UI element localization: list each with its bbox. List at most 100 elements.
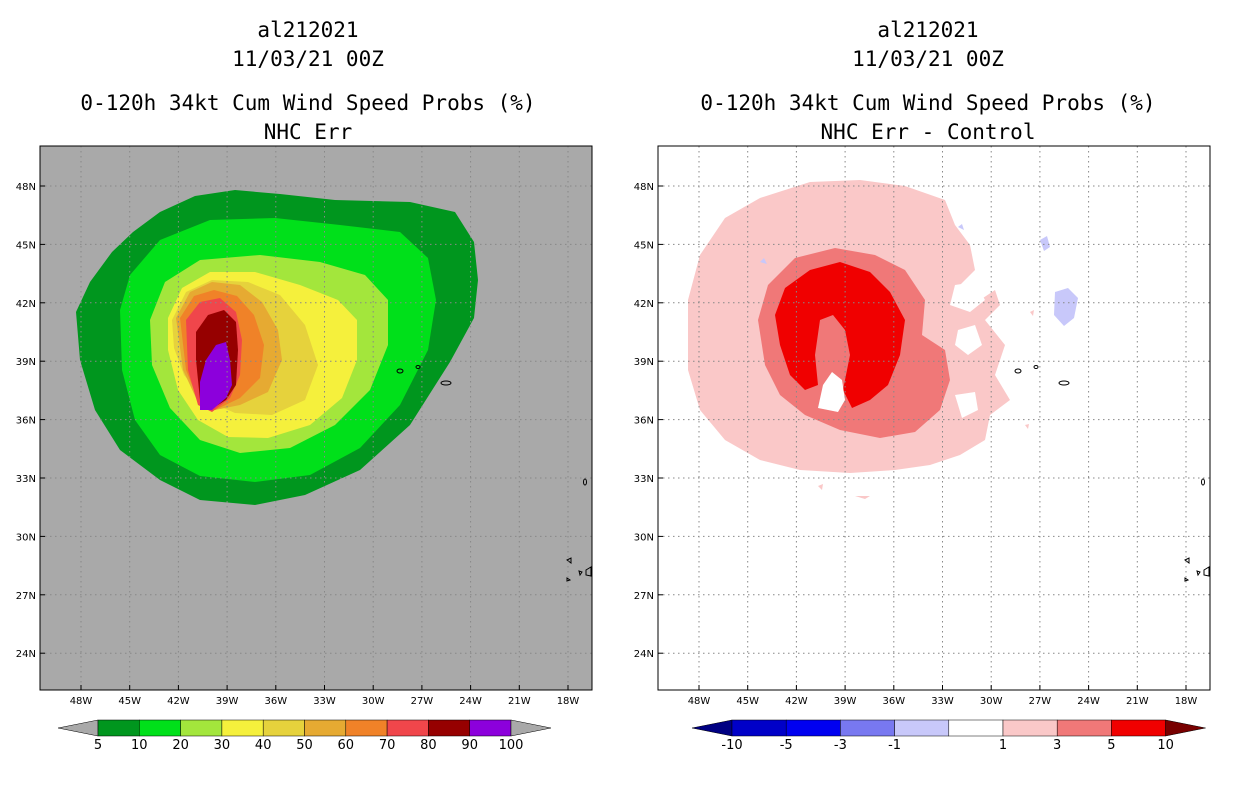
colorbar-segment [304, 719, 347, 737]
colorbar-arrow-low [57, 719, 99, 737]
colorbar-label: 30 [214, 738, 231, 753]
colorbar-segment [180, 719, 223, 737]
colorbar-segment [97, 719, 140, 737]
lon-tick-label: 39W [834, 696, 857, 707]
lat-tick-label: 39N [16, 357, 36, 368]
lat-tick-label: 45N [16, 240, 36, 251]
lon-tick-label: 30W [362, 696, 385, 707]
lat-tick-label: 39N [634, 357, 654, 368]
colorbar-label: 90 [461, 738, 478, 753]
colorbar-label: 60 [338, 738, 355, 753]
lat-tick-label: 42N [16, 299, 36, 310]
lon-tick-label: 36W [264, 696, 287, 707]
lon-tick-label: 24W [459, 696, 482, 707]
left-map: 48W 45W 42W 39W 36W 33W 30W 27W 24W 21W 18W 48N 45N 4… [16, 145, 593, 707]
right-storm-id: al212021 [877, 18, 979, 42]
colorbar-segment [948, 719, 1004, 737]
colorbar-arrow-low [691, 719, 733, 737]
right-map: 48W 45W 42W 39W 36W 33W 30W 27W 24W 21W 18W 48N 45N 4… [634, 145, 1211, 707]
lat-tick-label: 24N [634, 649, 654, 660]
lat-tick-label: 27N [16, 591, 36, 602]
island-outline [1058, 380, 1070, 386]
colorbar-arrow-high [510, 719, 552, 737]
diff-contour-5-to-10 [775, 262, 905, 408]
lon-tick-label: 33W [313, 696, 336, 707]
colorbar-segment [1002, 719, 1058, 737]
right-subtitle: NHC Err - Control [820, 120, 1036, 144]
island-outline [1201, 478, 1205, 486]
colorbar-arrow-high [1165, 719, 1206, 737]
colorbar-segment [840, 719, 895, 737]
colorbar-segment [1111, 719, 1166, 737]
left-datetime: 11/03/21 00Z [232, 47, 384, 71]
lon-tick-label: 30W [980, 696, 1003, 707]
lon-tick-label: 36W [882, 696, 905, 707]
left-colorbar: 5 10 20 30 40 50 60 70 80 90 100 [57, 719, 552, 753]
colorbar-label: -3 [834, 738, 847, 753]
lat-tick-label: 42N [634, 299, 654, 310]
lon-tick-label: 18W [557, 696, 580, 707]
colorbar-segment [469, 719, 512, 737]
colorbar-segment [262, 719, 305, 737]
island-outline [415, 365, 421, 369]
left-islands [396, 365, 592, 582]
left-probability-field [76, 190, 478, 505]
lat-tick-label: 30N [634, 532, 654, 543]
colorbar-label: 40 [255, 738, 272, 753]
colorbar-label: 20 [172, 738, 189, 753]
colorbar-segment [345, 719, 388, 737]
colorbar-label: 5 [94, 738, 102, 753]
lon-tick-label: 27W [411, 696, 434, 707]
lat-tick-label: 33N [634, 474, 654, 485]
right-datetime: 11/03/21 00Z [852, 47, 1004, 71]
lon-tick-label: 21W [508, 696, 531, 707]
left-axis-labels: 48W 45W 42W 39W 36W 33W 30W 27W 24W 21W 18W 48N 45N 4… [16, 182, 580, 707]
diff-contour-white-hole [818, 372, 845, 412]
lon-tick-label: 45W [118, 696, 141, 707]
colorbar-label: 5 [1107, 738, 1115, 753]
colorbar-segment [428, 719, 470, 737]
colorbar-segment [139, 719, 181, 737]
colorbar-label: -10 [721, 738, 742, 753]
island-outline [566, 557, 592, 582]
right-map-frame [657, 145, 1211, 691]
lat-tick-label: 24N [16, 649, 36, 660]
colorbar-label: -5 [780, 738, 793, 753]
right-colorbar: -10 -5 -3 -1 1 3 5 10 [691, 719, 1206, 753]
diff-contour-notch [950, 282, 985, 418]
island-outline [1033, 365, 1039, 369]
colorbar-label: 1 [999, 738, 1007, 753]
lon-tick-label: 33W [931, 696, 954, 707]
right-islands [1014, 365, 1210, 582]
prob-contour-90 [200, 342, 232, 410]
lon-tick-label: 42W [167, 696, 190, 707]
colorbar-segment [1056, 719, 1112, 737]
lat-tick-label: 27N [634, 591, 654, 602]
colorbar-label: 3 [1053, 738, 1061, 753]
colorbar-segment [785, 719, 841, 737]
left-map-frame [39, 145, 593, 691]
colorbar-label: 70 [379, 738, 396, 753]
lat-tick-label: 48N [16, 182, 36, 193]
colorbar-label: 80 [420, 738, 437, 753]
right-product-title: 0-120h 34kt Cum Wind Speed Probs (%) [700, 91, 1156, 115]
left-storm-id: al212021 [257, 18, 359, 42]
lon-tick-label: 39W [216, 696, 239, 707]
right-difference-field [688, 180, 1078, 499]
lat-tick-label: 48N [634, 182, 654, 193]
lon-tick-label: 18W [1175, 696, 1198, 707]
lon-tick-label: 45W [736, 696, 759, 707]
colorbar-label: 50 [296, 738, 313, 753]
colorbar-segment [221, 719, 264, 737]
lat-tick-label: 36N [634, 416, 654, 427]
lon-tick-label: 42W [785, 696, 808, 707]
lon-tick-label: 21W [1126, 696, 1149, 707]
colorbar-label: 10 [131, 738, 148, 753]
left-product-title: 0-120h 34kt Cum Wind Speed Probs (%) [80, 91, 536, 115]
lon-tick-label: 48W [688, 696, 711, 707]
island-outline [1184, 557, 1210, 582]
colorbar-segment [731, 719, 787, 737]
island-outline [1014, 368, 1022, 374]
lat-tick-label: 36N [16, 416, 36, 427]
lon-tick-label: 24W [1077, 696, 1100, 707]
